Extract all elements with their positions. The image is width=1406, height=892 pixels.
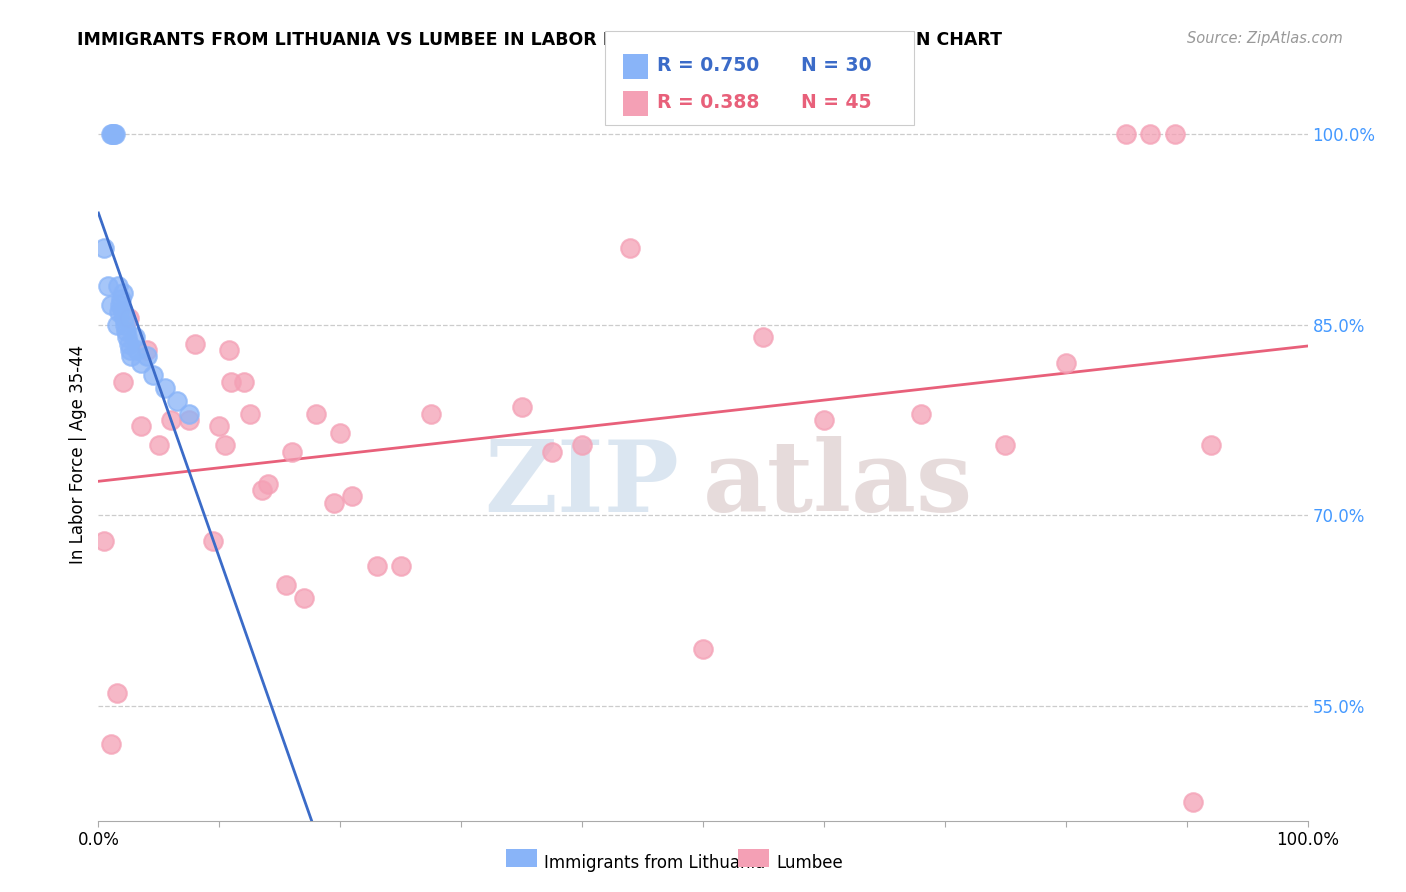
Point <box>114 318 136 332</box>
Point <box>323 495 346 509</box>
Point <box>184 336 207 351</box>
Point <box>239 407 262 421</box>
Point <box>292 591 315 605</box>
Point <box>1115 127 1137 141</box>
Point <box>250 483 273 497</box>
Point <box>218 343 240 357</box>
Text: atlas: atlas <box>703 435 973 533</box>
Point <box>179 413 201 427</box>
Text: ZIP: ZIP <box>484 435 679 533</box>
Y-axis label: In Labor Force | Age 35-44: In Labor Force | Age 35-44 <box>69 345 87 565</box>
Point <box>813 413 835 427</box>
Point <box>112 311 135 326</box>
Text: Immigrants from Lithuania: Immigrants from Lithuania <box>544 854 765 871</box>
Point <box>281 444 304 458</box>
Point <box>104 127 127 141</box>
Point <box>153 381 176 395</box>
Point <box>148 438 170 452</box>
Point <box>101 127 124 141</box>
Point <box>232 375 254 389</box>
Point <box>214 438 236 452</box>
Point <box>129 419 152 434</box>
Point <box>1139 127 1161 141</box>
Point <box>342 489 364 503</box>
Point <box>118 343 141 357</box>
Point <box>93 241 115 255</box>
Point <box>389 559 412 574</box>
Point <box>108 298 131 312</box>
Point <box>103 127 125 141</box>
Point <box>994 438 1017 452</box>
Point <box>93 533 115 548</box>
Point <box>115 324 138 338</box>
Point <box>571 438 593 452</box>
Text: R = 0.750: R = 0.750 <box>657 55 759 75</box>
Point <box>135 349 157 363</box>
Point <box>107 279 129 293</box>
Point <box>179 407 201 421</box>
Point <box>1163 127 1185 141</box>
Point <box>100 127 122 141</box>
Point <box>111 305 134 319</box>
Point <box>221 375 243 389</box>
Point <box>111 285 134 300</box>
Text: R = 0.388: R = 0.388 <box>657 93 759 112</box>
Point <box>118 336 141 351</box>
Point <box>752 330 775 344</box>
Point <box>692 641 714 656</box>
Point <box>127 343 149 357</box>
Point <box>202 533 225 548</box>
Point <box>305 407 328 421</box>
Point <box>366 559 388 574</box>
Point <box>1181 795 1204 809</box>
Point <box>97 279 120 293</box>
Point <box>118 311 141 326</box>
Point <box>274 578 297 592</box>
Point <box>208 419 231 434</box>
Text: IMMIGRANTS FROM LITHUANIA VS LUMBEE IN LABOR FORCE | AGE 35-44 CORRELATION CHART: IMMIGRANTS FROM LITHUANIA VS LUMBEE IN L… <box>77 31 1002 49</box>
Point <box>105 318 128 332</box>
Point <box>124 330 146 344</box>
Point <box>110 292 132 306</box>
Point <box>256 476 278 491</box>
Point <box>100 127 122 141</box>
Point <box>100 737 122 751</box>
Point <box>135 343 157 357</box>
Text: Source: ZipAtlas.com: Source: ZipAtlas.com <box>1187 31 1343 46</box>
Point <box>120 349 142 363</box>
Point <box>166 393 188 408</box>
Point <box>108 305 131 319</box>
Point <box>510 401 533 415</box>
Point <box>619 241 641 255</box>
Text: N = 45: N = 45 <box>801 93 872 112</box>
Point <box>129 356 152 370</box>
Text: N = 30: N = 30 <box>801 55 872 75</box>
Point <box>329 425 352 440</box>
Text: Lumbee: Lumbee <box>776 854 842 871</box>
Point <box>1054 356 1077 370</box>
Point <box>1199 438 1222 452</box>
Point <box>540 444 562 458</box>
Point <box>160 413 183 427</box>
Point <box>910 407 932 421</box>
Point <box>100 298 122 312</box>
Point <box>420 407 443 421</box>
Point <box>142 368 165 383</box>
Point <box>105 686 128 700</box>
Point <box>111 375 134 389</box>
Point <box>117 330 139 344</box>
